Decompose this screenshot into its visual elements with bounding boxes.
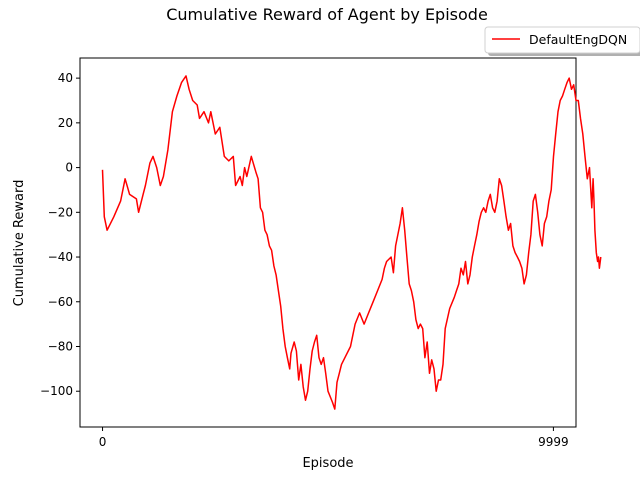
y-tick-label: −80 — [48, 339, 73, 353]
plot-area-frame — [79, 57, 577, 428]
x-tick-label: 0 — [99, 435, 107, 449]
series-line-defaultengdqn — [101, 75, 602, 410]
y-axis-label: Cumulative Reward — [12, 180, 27, 307]
y-tick-label: 20 — [58, 116, 73, 130]
y-tick-label: −60 — [48, 295, 73, 309]
y-axis: 40 20 0 −20 −40 −60 −80 −100 — [40, 71, 80, 398]
legend: DefaultEngDQN — [484, 26, 640, 56]
x-axis: 0 9999 — [99, 427, 569, 449]
y-tick-label: −20 — [48, 205, 73, 219]
y-tick-label: 40 — [58, 71, 73, 85]
legend-label: DefaultEngDQN — [529, 32, 627, 47]
y-tick-label: −40 — [48, 250, 73, 264]
legend-box — [484, 26, 640, 54]
y-tick-label: 0 — [65, 161, 73, 175]
x-tick-label: 9999 — [538, 435, 569, 449]
series-layer — [101, 75, 602, 410]
chart-title: Cumulative Reward of Agent by Episode — [166, 5, 488, 24]
y-tick-label: −100 — [40, 384, 73, 398]
x-axis-label: Episode — [302, 456, 353, 471]
